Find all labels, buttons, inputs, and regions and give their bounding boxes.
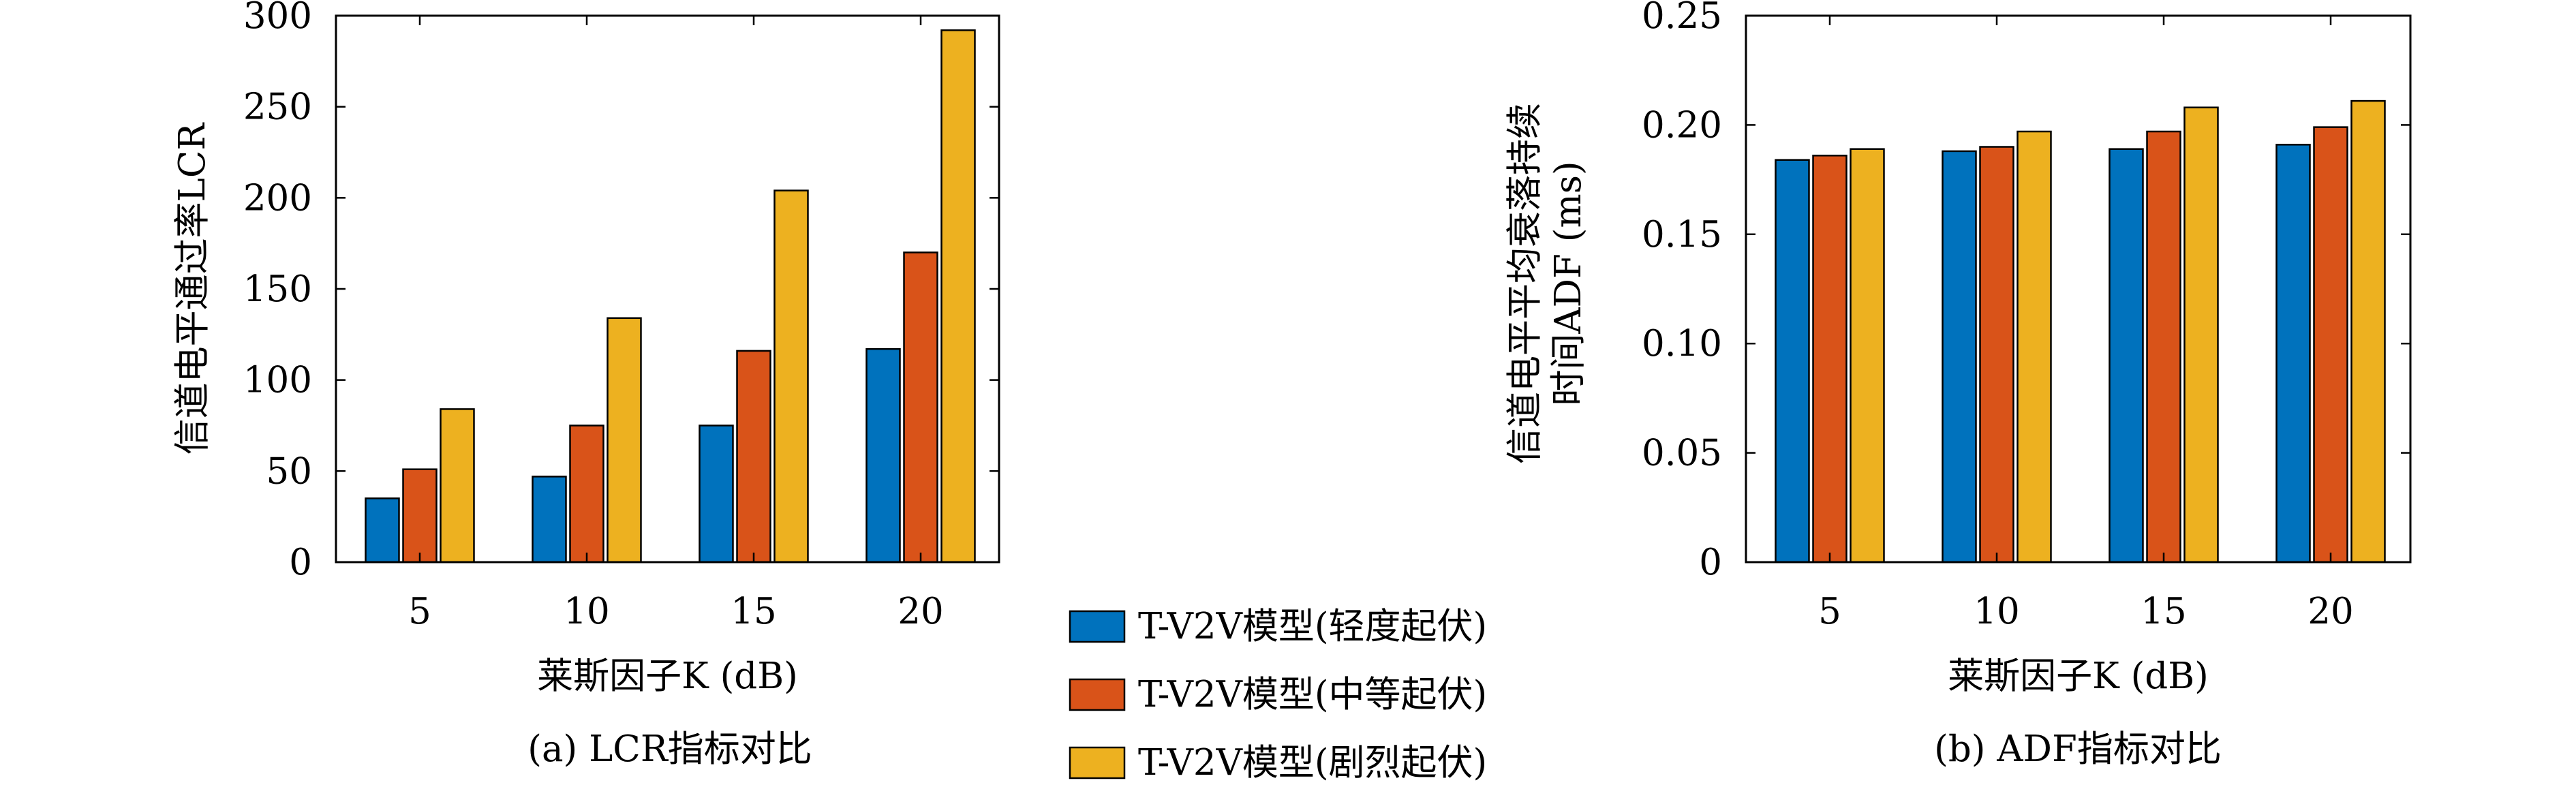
- y-tick-label: 50: [266, 450, 312, 492]
- y-axis-label-line: 信道电平平均衰落持续: [1504, 103, 1546, 464]
- x-tick-label: 10: [1974, 591, 2019, 632]
- y-tick-label: 0: [289, 542, 312, 583]
- y-tick-label: 0.05: [1642, 433, 1722, 474]
- panel-caption: (a) LCR指标对比: [527, 728, 812, 770]
- legend-label: T-V2V模型(剧烈起伏): [1138, 742, 1487, 784]
- bar: [402, 468, 438, 564]
- panel-caption: (b) ADF指标对比: [1934, 728, 2222, 770]
- bar: [2109, 148, 2144, 564]
- bar: [2313, 126, 2348, 564]
- bar: [532, 476, 567, 564]
- plot-frame: [335, 14, 1000, 564]
- bar: [2017, 130, 2052, 564]
- x-tick-label: 5: [1818, 591, 1841, 632]
- bar: [365, 497, 400, 564]
- x-axis-label: 莱斯因子K (dB): [537, 655, 798, 697]
- legend-swatch: [1069, 610, 1126, 643]
- bar: [1979, 146, 2014, 564]
- bar: [773, 189, 809, 564]
- bar: [903, 251, 938, 564]
- legend-label: T-V2V模型(中等起伏): [1138, 674, 1487, 715]
- bar: [865, 348, 901, 564]
- legend-swatch: [1069, 678, 1126, 711]
- bar: [2146, 130, 2181, 564]
- y-tick-label: 0.15: [1642, 214, 1722, 256]
- bar: [2275, 144, 2311, 564]
- bar: [440, 408, 475, 564]
- bar: [607, 317, 642, 564]
- bar: [1942, 150, 1977, 564]
- y-tick-label: 300: [243, 0, 312, 37]
- bar: [1775, 159, 1810, 564]
- y-tick-label: 150: [243, 268, 312, 310]
- bar: [1850, 148, 1885, 564]
- y-axis-label: 信道电平通过率LCR: [172, 122, 213, 455]
- bar: [2183, 106, 2219, 564]
- bar: [2350, 99, 2386, 564]
- bar: [1812, 155, 1847, 564]
- bar: [736, 350, 771, 564]
- bar: [940, 29, 976, 564]
- legend: T-V2V模型(轻度起伏) T-V2V模型(中等起伏) T-V2V模型(剧烈起伏): [1069, 606, 1487, 784]
- x-axis-label: 莱斯因子K (dB): [1948, 655, 2209, 697]
- y-tick-label: 0.20: [1642, 104, 1722, 146]
- y-tick-label: 250: [243, 87, 312, 128]
- bar: [699, 425, 734, 564]
- legend-label: T-V2V模型(轻度起伏): [1138, 606, 1487, 647]
- chart-panel-adf: 5 10 15 20 0 0.05 0.10 0.15 0.20 0.25 莱斯因子K (dB) (b…: [1504, 0, 2412, 770]
- x-tick-label: 15: [2141, 591, 2186, 632]
- y-tick-label: 200: [243, 177, 312, 219]
- y-tick-label: 0: [1699, 542, 1722, 583]
- x-tick-label: 5: [408, 591, 431, 632]
- y-tick-label: 0.10: [1642, 323, 1722, 365]
- x-tick-label: 20: [898, 591, 943, 632]
- x-tick-label: 10: [564, 591, 609, 632]
- x-tick-label: 15: [731, 591, 776, 632]
- x-tick-label: 20: [2307, 591, 2353, 632]
- legend-swatch: [1069, 746, 1126, 780]
- bar: [569, 425, 604, 564]
- y-axis-label-line: 时间ADF (ms): [1548, 161, 1589, 405]
- plot-frame: [1745, 14, 2412, 564]
- y-tick-label: 0.25: [1642, 0, 1722, 37]
- y-tick-label: 100: [243, 360, 312, 401]
